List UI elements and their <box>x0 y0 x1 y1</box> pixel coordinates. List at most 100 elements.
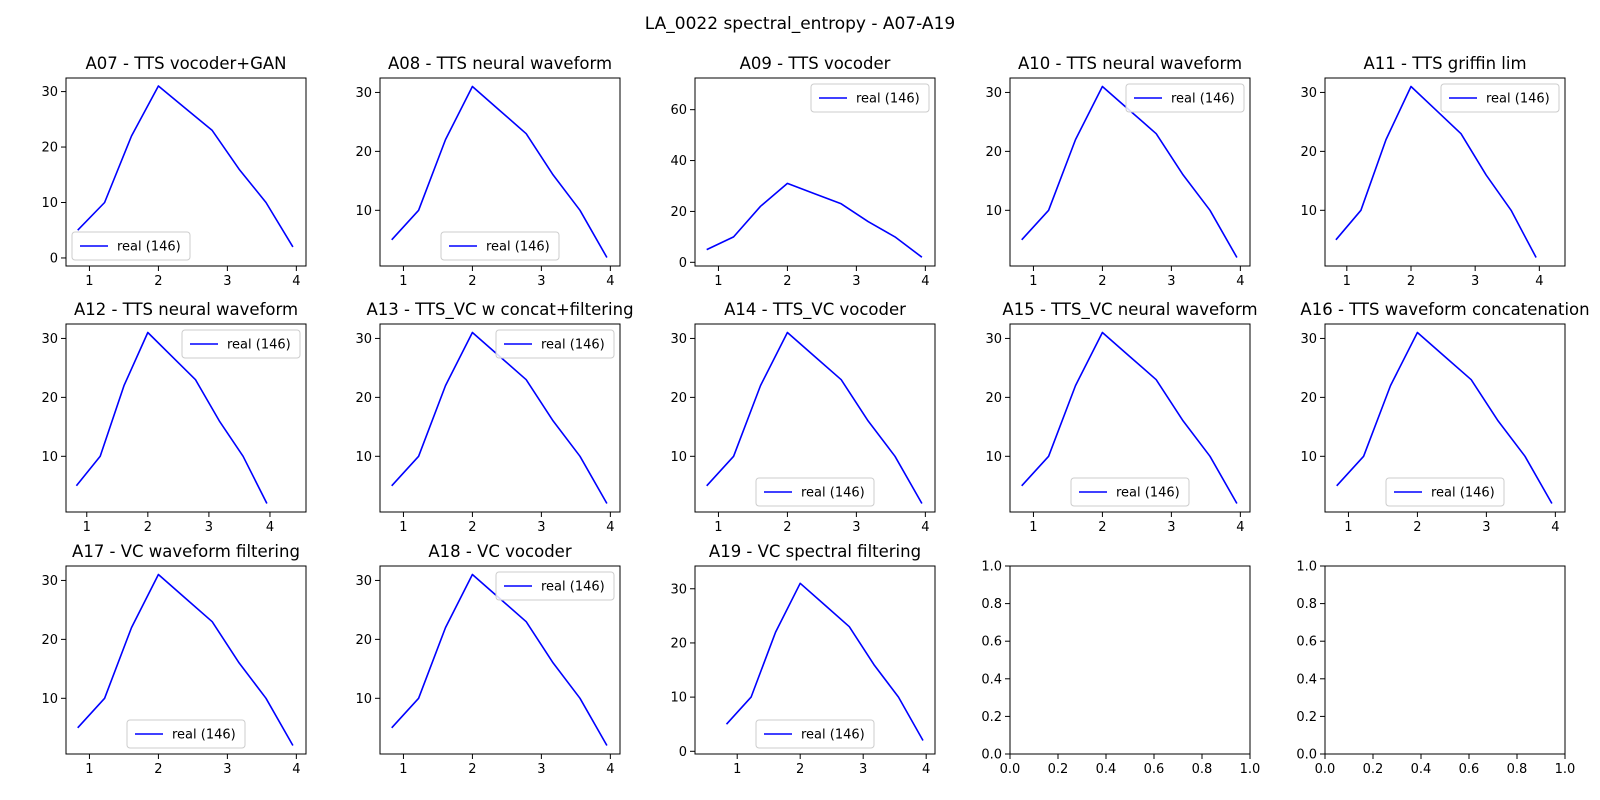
y-tick-label: 0.4 <box>981 672 1002 687</box>
axes-frame <box>1324 565 1566 755</box>
y-tick-label: 10 <box>670 450 687 465</box>
y-tick-label: 60 <box>670 103 687 118</box>
legend: real (146) <box>495 571 615 601</box>
x-tick-label: 1 <box>1343 274 1351 289</box>
subplot-5: A11 - TTS griffin lim 1 2 3 4 10 20 30 real (146… <box>1300 54 1566 289</box>
legend: real (146) <box>1385 477 1505 507</box>
y-tick-label: 10 <box>41 450 58 465</box>
x-tick-label: 3 <box>537 762 545 777</box>
series-line <box>706 182 923 258</box>
legend-box <box>810 83 930 113</box>
subplot-13: A19 - VC spectral filtering 1 2 3 4 0 10 20 30 re… <box>670 542 936 777</box>
x-tick-label: 0.2 <box>1363 762 1384 777</box>
legend-label: real (146) <box>1431 486 1495 501</box>
y-tick-label: 0.4 <box>1296 672 1317 687</box>
series-line <box>75 331 268 504</box>
x-tick-label: 3 <box>537 274 545 289</box>
subplot-title: A19 - VC spectral filtering <box>709 542 921 561</box>
y-tick-label: 10 <box>670 691 687 706</box>
x-tick-label: 4 <box>921 274 929 289</box>
y-tick-label: 20 <box>1300 145 1317 160</box>
subplot-4: A10 - TTS neural waveform 1 2 3 4 10 20 30 real … <box>985 54 1251 289</box>
x-tick-label: 0.8 <box>1507 762 1528 777</box>
y-tick-label: 10 <box>985 204 1002 219</box>
x-tick-label: 3 <box>1167 274 1175 289</box>
x-tick-label: 3 <box>852 274 860 289</box>
y-tick-label: 20 <box>355 633 372 648</box>
legend-label: real (146) <box>1171 92 1235 107</box>
y-tick-label: 0.6 <box>1296 635 1317 650</box>
subplot-6: A12 - TTS neural waveform 1 2 3 4 10 20 30 real … <box>41 300 307 535</box>
subplot-1: A07 - TTS vocoder+GAN 1 2 3 4 0 10 20 30 real (14… <box>41 54 307 289</box>
x-tick-label: 3 <box>223 762 231 777</box>
x-tick-label: 4 <box>606 274 614 289</box>
subplot-9: A15 - TTS_VC neural waveform 1 2 3 4 10 20 30 re… <box>985 300 1257 535</box>
y-tick-label: 30 <box>41 574 58 589</box>
axes-frame <box>379 77 621 267</box>
y-tick-label: 0.0 <box>981 748 1002 763</box>
y-tick-label: 30 <box>355 332 372 347</box>
subplot-title: A07 - TTS vocoder+GAN <box>86 54 287 73</box>
x-tick-label: 2 <box>783 520 791 535</box>
axes-frame <box>65 565 307 755</box>
y-tick-label: 10 <box>41 692 58 707</box>
subplot-7: A13 - TTS_VC w concat+filtering 1 2 3 4 10 20 3… <box>355 300 633 535</box>
legend-box <box>181 329 301 359</box>
series-line <box>1336 331 1553 504</box>
subplot-title: A14 - TTS_VC vocoder <box>724 300 906 320</box>
y-tick-label: 10 <box>985 450 1002 465</box>
x-tick-label: 4 <box>292 274 300 289</box>
axes-frame <box>1324 323 1566 513</box>
y-tick-label: 0.6 <box>981 635 1002 650</box>
y-tick-label: 20 <box>41 141 58 156</box>
legend: real (146) <box>1125 83 1245 113</box>
axes-frame <box>1009 323 1251 513</box>
legend-box <box>755 477 875 507</box>
subplot-14: 0.0 0.2 0.4 0.6 0.8 1.0 0.0 0.2 0.4 0.6 0.8 1.0 <box>981 560 1260 778</box>
legend: real (146) <box>1440 83 1560 113</box>
legend: real (146) <box>71 231 191 261</box>
y-tick-label: 20 <box>670 205 687 220</box>
y-tick-label: 1.0 <box>1296 560 1317 575</box>
series-line <box>706 331 923 504</box>
x-tick-label: 2 <box>468 762 476 777</box>
axes-frame <box>1324 77 1566 267</box>
subplot-title: A15 - TTS_VC neural waveform <box>1002 300 1257 320</box>
y-tick-label: 30 <box>355 574 372 589</box>
series-line <box>77 573 294 746</box>
subplot-11: A17 - VC waveform filtering 1 2 3 4 10 20 30 rea… <box>41 542 307 777</box>
legend-box <box>71 231 191 261</box>
x-tick-label: 0.0 <box>1000 762 1021 777</box>
series-line <box>77 85 294 248</box>
series-line <box>1021 331 1238 504</box>
x-tick-label: 1.0 <box>1555 762 1576 777</box>
y-tick-label: 0.0 <box>1296 748 1317 763</box>
subplot-title: A18 - VC vocoder <box>428 542 571 561</box>
x-tick-label: 1 <box>1344 520 1352 535</box>
x-tick-label: 1 <box>83 520 91 535</box>
legend-label: real (146) <box>486 240 550 255</box>
x-tick-label: 2 <box>783 274 791 289</box>
x-tick-label: 0.6 <box>1144 762 1165 777</box>
y-tick-label: 10 <box>1300 204 1317 219</box>
subplot-12: A18 - VC vocoder 1 2 3 4 10 20 30 real (146) <box>355 542 621 777</box>
axes-frame <box>65 323 307 513</box>
x-tick-label: 0.6 <box>1459 762 1480 777</box>
subplot-title: A17 - VC waveform filtering <box>72 542 300 561</box>
axes-frame <box>1009 565 1251 755</box>
y-tick-label: 40 <box>670 154 687 169</box>
legend-box <box>126 719 246 749</box>
legend: real (146) <box>440 231 560 261</box>
legend-label: real (146) <box>801 486 865 501</box>
x-tick-label: 4 <box>921 520 929 535</box>
y-tick-label: 30 <box>1300 332 1317 347</box>
x-tick-label: 1 <box>1029 274 1037 289</box>
y-tick-label: 20 <box>1300 391 1317 406</box>
x-tick-label: 4 <box>1535 274 1543 289</box>
legend: real (146) <box>1070 477 1190 507</box>
x-tick-label: 1.0 <box>1240 762 1261 777</box>
legend-box <box>1070 477 1190 507</box>
legend-label: real (146) <box>1486 92 1550 107</box>
axes-frame <box>1009 77 1251 267</box>
x-tick-label: 2 <box>468 274 476 289</box>
